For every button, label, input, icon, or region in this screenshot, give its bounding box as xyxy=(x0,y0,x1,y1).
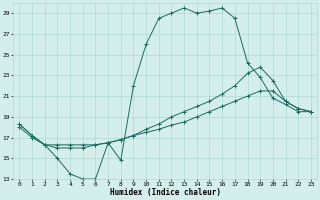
X-axis label: Humidex (Indice chaleur): Humidex (Indice chaleur) xyxy=(110,188,220,197)
